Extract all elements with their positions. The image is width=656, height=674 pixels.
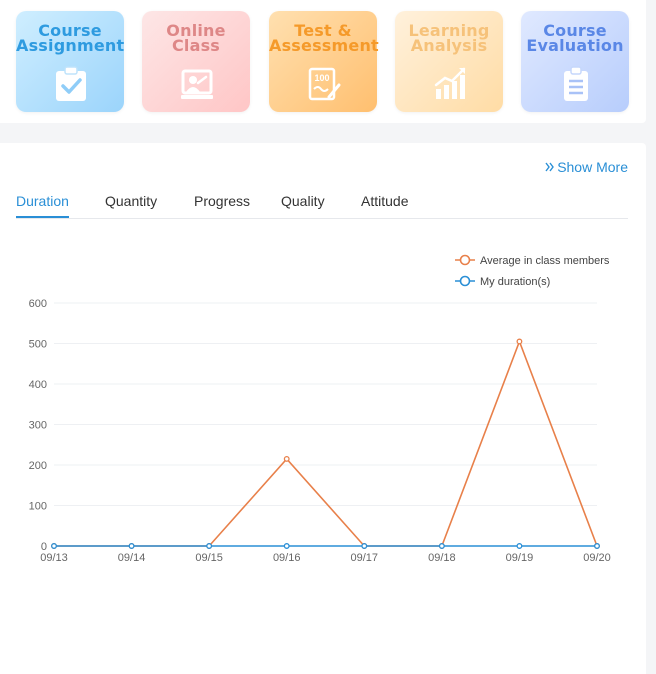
clipboard-check-icon <box>56 66 86 101</box>
tile-title: Learning Analysis <box>408 21 490 55</box>
analysis-panel: Show More Duration Quantity Progress Qua… <box>0 143 646 674</box>
data-point <box>283 455 290 462</box>
y-tick-label: 500 <box>29 339 47 351</box>
test-paper-icon: 100 <box>308 67 341 101</box>
bar-chart-icon <box>434 67 466 99</box>
tile-title: Test & Assessment <box>269 21 379 55</box>
x-tick-label: 09/15 <box>195 552 223 564</box>
tile-title: Online Class <box>166 21 226 55</box>
double-chevron-right-icon <box>545 162 555 172</box>
data-point <box>283 543 290 549</box>
feature-tiles-panel: Course Assignment Online Class Test & Asses… <box>0 0 646 123</box>
tile-title: Course Assignment <box>16 21 125 55</box>
test-assessment-tile[interactable]: Test & Assessment 100 <box>269 11 379 112</box>
course-evaluation-tile[interactable]: Course Evaluation <box>521 11 629 112</box>
show-more-label: Show More <box>557 159 628 175</box>
y-tick-label: 200 <box>29 460 47 472</box>
x-tick-label: 09/14 <box>118 552 146 564</box>
tab-quantity[interactable]: Quantity <box>105 193 158 209</box>
svg-text:100: 100 <box>314 73 329 83</box>
data-point <box>594 543 600 549</box>
show-more-link[interactable]: Show More <box>545 159 628 175</box>
x-tick-label: 09/18 <box>428 552 456 564</box>
tab-duration[interactable]: Duration <box>16 193 69 218</box>
y-tick-label: 600 <box>29 298 47 310</box>
course-assignment-tile[interactable]: Course Assignment <box>16 11 124 112</box>
duration-line-chart: 0 100 200 300 400 500 600 09/13 09/14 09/15 09/16 0… <box>29 254 611 564</box>
teacher-board-icon <box>181 69 213 99</box>
legend-marker <box>459 254 471 266</box>
online-class-tile[interactable]: Online Class <box>142 11 250 112</box>
evaluation-list-icon <box>564 66 588 101</box>
data-point <box>361 543 368 549</box>
y-tick-label: 400 <box>29 379 47 391</box>
metric-tabs: Duration Quantity Progress Quality Attit… <box>16 193 628 219</box>
x-tick-label: 09/16 <box>273 552 301 564</box>
x-tick-label: 09/20 <box>583 552 611 564</box>
legend-label: My duration(s) <box>480 276 550 288</box>
x-tick-label: 09/13 <box>40 552 68 564</box>
data-point <box>206 543 213 549</box>
data-point <box>516 338 523 345</box>
tab-quality[interactable]: Quality <box>281 193 325 209</box>
tab-progress[interactable]: Progress <box>194 193 251 209</box>
y-tick-label: 300 <box>29 420 47 432</box>
x-tick-label: 09/19 <box>506 552 534 564</box>
data-point <box>51 543 57 549</box>
data-point <box>128 543 135 549</box>
tile-title: Course Evaluation <box>526 21 624 55</box>
legend-marker <box>459 275 471 287</box>
legend-label: Average in class members <box>480 255 610 267</box>
series-line <box>54 339 598 547</box>
data-point <box>438 543 445 549</box>
data-point <box>516 543 523 549</box>
tab-attitude[interactable]: Attitude <box>361 193 409 209</box>
y-tick-label: 100 <box>29 501 47 513</box>
learning-analysis-tile[interactable]: Learning Analysis <box>395 11 503 112</box>
y-tick-label: 0 <box>41 541 47 553</box>
x-tick-label: 09/17 <box>351 552 379 564</box>
